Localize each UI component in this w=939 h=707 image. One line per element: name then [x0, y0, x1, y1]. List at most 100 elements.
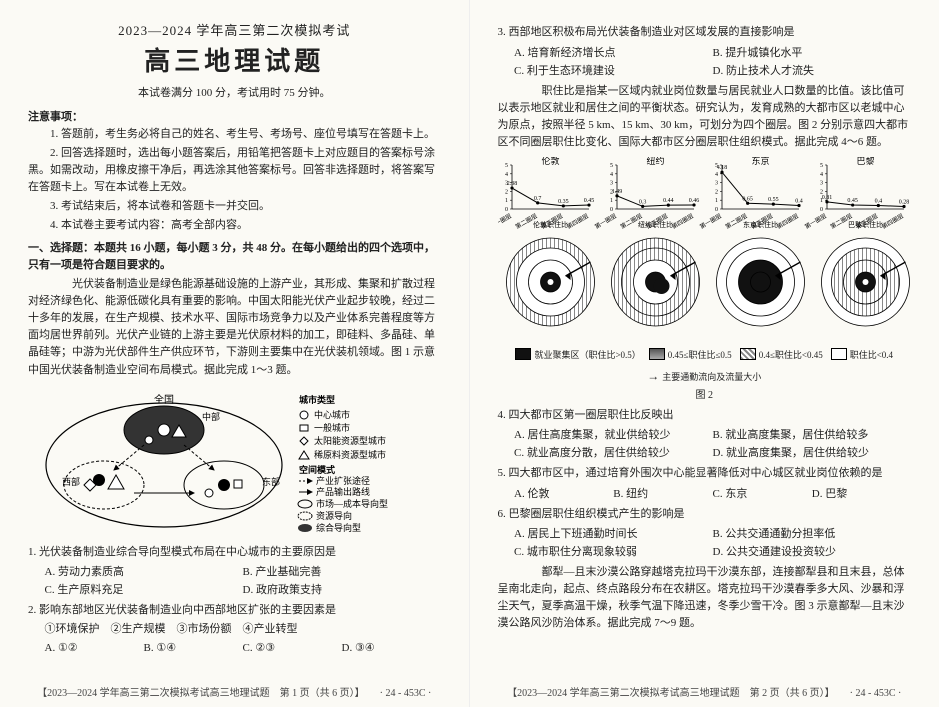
svg-text:0.4: 0.4 — [795, 198, 803, 204]
q3-opt-b[interactable]: B. 提升城镇化水平 — [713, 43, 912, 61]
q1-opt-b[interactable]: B. 产业基础完善 — [243, 562, 441, 580]
fig2-charts: 012345伦敦2.380.70.350.45第一圈层第二圈层第三圈层第四圈层伦… — [498, 157, 918, 229]
svg-text:2: 2 — [715, 189, 718, 195]
svg-text:产品输出路线: 产品输出路线 — [316, 486, 370, 497]
part1-title: 一、选择题：本题共 16 小题，每小题 3 分，共 48 分。在每小题给出的四个… — [28, 240, 441, 273]
q4-opt-a[interactable]: A. 居住高度集聚，就业供给较少 — [514, 425, 713, 443]
svg-text:西部: 西部 — [62, 476, 80, 487]
svg-text:4: 4 — [715, 171, 718, 177]
q5-opt-d[interactable]: D. 巴黎 — [812, 484, 911, 502]
q1-opt-c[interactable]: C. 生产原料充足 — [45, 580, 243, 598]
q4-opt-c[interactable]: C. 就业高度分散，居住供给较少 — [514, 443, 713, 461]
svg-text:第四圈层: 第四圈层 — [880, 211, 905, 228]
q6-opt-d[interactable]: D. 公共交通建设投资较少 — [713, 542, 912, 560]
legend-item: 0.4≤职住比<0.45 — [740, 348, 823, 361]
exam-year-line: 2023—2024 学年高三第二次模拟考试 — [28, 20, 441, 39]
svg-text:综合导向型: 综合导向型 — [316, 522, 361, 533]
q6-opt-c[interactable]: C. 城市职住分离现象较弱 — [514, 542, 713, 560]
footer-left: 【2023—2024 学年高三第二次模拟考试高三地理试题 第 1 页（共 6 页… — [0, 684, 469, 699]
footer-right: 【2023—2024 学年高三第二次模拟考试高三地理试题 第 2 页（共 6 页… — [470, 684, 939, 699]
fig2-caption: 图 2 — [498, 386, 912, 401]
q5-options: A. 伦敦 B. 纽约 C. 东京 D. 巴黎 — [514, 484, 911, 502]
q4-opt-b[interactable]: B. 就业高度集聚，居住供给较多 — [713, 425, 912, 443]
svg-text:伦敦职住比: 伦敦职住比 — [533, 220, 568, 229]
q5-opt-c[interactable]: C. 东京 — [713, 484, 812, 502]
svg-text:巴黎: 巴黎 — [856, 157, 874, 166]
page-2: 3. 西部地区积极布局光伏装备制造业对区域发展的直接影响是 A. 培育新经济增长… — [470, 0, 939, 707]
svg-text:2: 2 — [505, 189, 508, 195]
passage-3: 鄯犁—且末沙漠公路穿越塔克拉玛干沙漠东部，连接鄯犁县和且末县，总体呈南北走向，起… — [498, 564, 912, 632]
svg-text:纽约: 纽约 — [646, 157, 664, 166]
svg-text:第一圈层: 第一圈层 — [498, 211, 513, 228]
q4-options: A. 居住高度集聚，就业供给较少 B. 就业高度集聚，居住供给较多 C. 就业高… — [514, 425, 911, 461]
svg-text:5: 5 — [505, 163, 508, 169]
svg-text:太阳能资源型城市: 太阳能资源型城市 — [314, 435, 386, 446]
svg-text:0.46: 0.46 — [688, 198, 699, 204]
q2-subline: ①环境保护 ②生产规模 ③市场份额 ④产业转型 — [45, 621, 441, 638]
svg-text:伦敦: 伦敦 — [541, 157, 559, 166]
q3-options: A. 培育新经济增长点 B. 提升城镇化水平 C. 利于生态环境建设 D. 防止… — [514, 43, 911, 79]
svg-text:第一圈层: 第一圈层 — [698, 211, 723, 228]
page-spread: 2023—2024 学年高三第二次模拟考试 高三地理试题 本试卷满分 100 分… — [0, 0, 939, 707]
legend-item: 0.45≤职住比≤0.5 — [649, 348, 732, 361]
q1-opt-d[interactable]: D. 政府政策支持 — [243, 580, 441, 598]
exam-subtitle: 本试卷满分 100 分，考试用时 75 分钟。 — [28, 84, 441, 100]
svg-text:第四圈层: 第四圈层 — [775, 211, 800, 228]
figure-2: 012345伦敦2.380.70.350.45第一圈层第二圈层第三圈层第四圈层伦… — [498, 157, 912, 401]
passage-1: 光伏装备制造业是绿色能源基础设施的上游产业，其形成、集聚和扩散过程对经济绿色化、… — [28, 276, 441, 378]
svg-text:0.35: 0.35 — [558, 199, 569, 205]
svg-text:0.81: 0.81 — [821, 195, 832, 201]
svg-text:4: 4 — [610, 171, 613, 177]
svg-text:0.44: 0.44 — [663, 198, 674, 204]
svg-text:4.18: 4.18 — [716, 165, 727, 171]
q2-opt-b[interactable]: B. ①④ — [144, 640, 243, 655]
question-6: 6. 巴黎圈层职住组织模式产生的影响是 — [498, 506, 912, 523]
q3-opt-c[interactable]: C. 利于生态环境建设 — [514, 61, 713, 79]
q6-opt-b[interactable]: B. 公共交通通勤分担率低 — [713, 524, 912, 542]
q2-opt-c[interactable]: C. ②③ — [243, 640, 342, 655]
q1-opt-a[interactable]: A. 劳动力素质高 — [45, 562, 243, 580]
svg-text:5: 5 — [820, 163, 823, 169]
q5-opt-b[interactable]: B. 纽约 — [613, 484, 712, 502]
svg-text:0.3: 0.3 — [638, 199, 646, 205]
svg-text:0.65: 0.65 — [742, 196, 753, 202]
svg-text:中部: 中部 — [202, 411, 220, 422]
svg-text:东京: 东京 — [751, 157, 769, 166]
svg-text:巴黎职住比: 巴黎职住比 — [848, 220, 883, 229]
svg-text:0.7: 0.7 — [533, 196, 541, 202]
svg-text:0: 0 — [505, 207, 508, 213]
question-2: 2. 影响东部地区光伏装备制造业向中西部地区扩张的主要因素是 — [28, 602, 441, 619]
q3-opt-a[interactable]: A. 培育新经济增长点 — [514, 43, 713, 61]
q2-options: A. ①② B. ①④ C. ②③ D. ③④ — [45, 640, 441, 655]
q1-options: A. 劳动力素质高 B. 产业基础完善 C. 生产原料充足 D. 政府政策支持 — [45, 562, 441, 598]
q2-opt-a[interactable]: A. ①② — [45, 640, 144, 655]
svg-text:纽约职住比: 纽约职住比 — [638, 220, 673, 229]
q4-opt-d[interactable]: D. 就业高度集聚，居住供给较少 — [713, 443, 912, 461]
svg-text:空间模式: 空间模式 — [299, 464, 335, 475]
svg-text:2.38: 2.38 — [506, 181, 517, 187]
q3-opt-d[interactable]: D. 防止技术人才流失 — [713, 61, 912, 79]
q2-opt-d[interactable]: D. ③④ — [342, 640, 441, 655]
q5-opt-a[interactable]: A. 伦敦 — [514, 484, 613, 502]
svg-text:0.55: 0.55 — [768, 197, 779, 203]
svg-text:0.45: 0.45 — [583, 198, 594, 204]
notice-item: 4. 本试卷主要考试内容：高考全部内容。 — [28, 217, 441, 234]
svg-text:一般城市: 一般城市 — [314, 422, 350, 433]
svg-text:第四圈层: 第四圈层 — [565, 211, 590, 228]
svg-text:1: 1 — [610, 198, 613, 204]
notice-item: 1. 答题前，考生务必将自己的姓名、考生号、考场号、座位号填写在答题卡上。 — [28, 126, 441, 143]
svg-text:0: 0 — [610, 207, 613, 213]
svg-text:0.4: 0.4 — [874, 198, 882, 204]
svg-text:4: 4 — [820, 171, 823, 177]
question-4: 4. 四大都市区第一圈层职住比反映出 — [498, 407, 912, 424]
legend-item: →主要通勤流向及流量大小 — [647, 369, 761, 384]
notice-heading: 注意事项： — [28, 108, 441, 124]
svg-text:1.49: 1.49 — [611, 189, 622, 195]
svg-text:1: 1 — [715, 198, 718, 204]
svg-text:1: 1 — [505, 198, 508, 204]
svg-text:第四圈层: 第四圈层 — [670, 211, 695, 228]
page-1: 2023—2024 学年高三第二次模拟考试 高三地理试题 本试卷满分 100 分… — [0, 0, 470, 707]
svg-text:资源导向: 资源导向 — [316, 510, 352, 521]
q6-opt-a[interactable]: A. 居民上下班通勤时间长 — [514, 524, 713, 542]
figure-1-svg: 全国 中部 西部 东部 — [34, 385, 434, 535]
